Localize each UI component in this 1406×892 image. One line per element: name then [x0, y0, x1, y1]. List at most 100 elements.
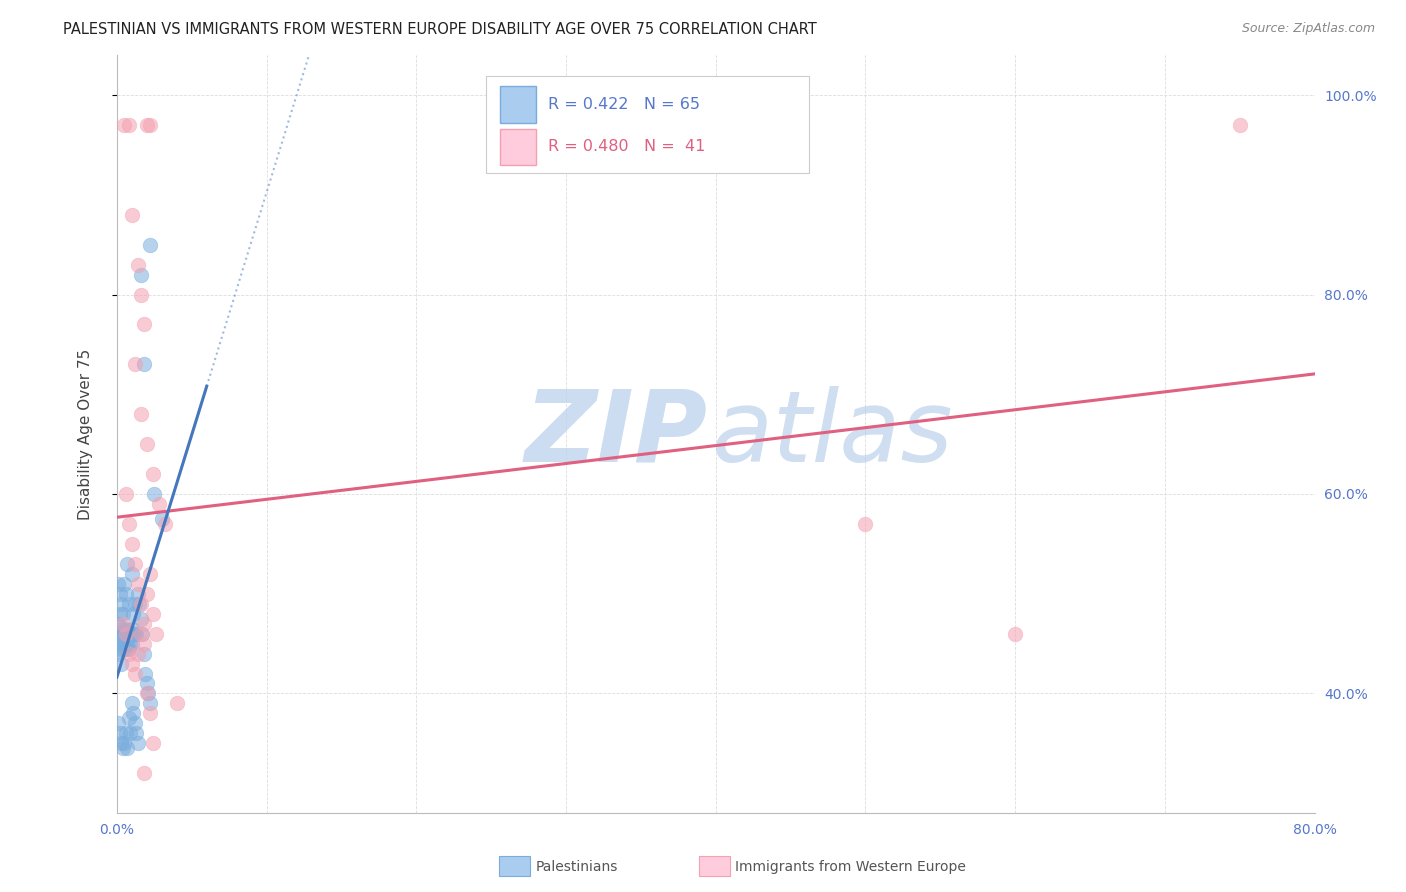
Point	[134, 666, 156, 681]
Point	[142, 736, 165, 750]
Point	[112, 622, 135, 636]
Point	[1004, 626, 1026, 640]
Point	[132, 647, 155, 661]
Point	[108, 641, 131, 656]
Point	[115, 641, 138, 656]
Point	[118, 711, 141, 725]
Point	[143, 487, 166, 501]
Text: R = 0.422   N = 65: R = 0.422 N = 65	[548, 97, 700, 112]
Point	[135, 437, 157, 451]
Point	[120, 637, 142, 651]
Point	[132, 616, 155, 631]
Point	[125, 726, 148, 740]
Point	[107, 647, 129, 661]
Point	[129, 612, 152, 626]
Text: atlas: atlas	[713, 385, 953, 483]
Point	[124, 626, 146, 640]
Point	[124, 666, 146, 681]
Point	[129, 407, 152, 421]
Y-axis label: Disability Age Over 75: Disability Age Over 75	[79, 349, 93, 520]
Point	[142, 467, 165, 481]
Point	[129, 597, 152, 611]
Text: PALESTINIAN VS IMMIGRANTS FROM WESTERN EUROPE DISABILITY AGE OVER 75 CORRELATION: PALESTINIAN VS IMMIGRANTS FROM WESTERN E…	[63, 22, 817, 37]
Point	[110, 597, 132, 611]
Point	[118, 641, 141, 656]
Point	[145, 626, 167, 640]
Point	[111, 741, 134, 756]
Point	[124, 716, 146, 731]
Point	[111, 616, 134, 631]
Point	[129, 287, 152, 301]
Point	[121, 622, 143, 636]
Point	[127, 736, 149, 750]
Point	[120, 726, 142, 740]
Point	[120, 626, 142, 640]
Point	[122, 607, 145, 621]
Point	[124, 557, 146, 571]
Point	[121, 537, 143, 551]
Text: ZIP: ZIP	[524, 385, 707, 483]
Point	[115, 726, 138, 740]
Point	[115, 587, 138, 601]
Point	[127, 576, 149, 591]
Text: R = 0.480   N =  41: R = 0.480 N = 41	[548, 139, 706, 154]
Point	[124, 597, 146, 611]
Point	[136, 686, 159, 700]
Text: Source: ZipAtlas.com: Source: ZipAtlas.com	[1241, 22, 1375, 36]
Point	[121, 657, 143, 671]
Point	[110, 657, 132, 671]
Point	[112, 736, 135, 750]
Point	[122, 626, 145, 640]
Point	[139, 706, 162, 721]
Point	[150, 512, 173, 526]
Point	[108, 626, 131, 640]
Point	[118, 516, 141, 531]
Point	[111, 641, 134, 656]
Point	[112, 576, 135, 591]
Point	[166, 697, 188, 711]
Point	[118, 647, 141, 661]
Point	[117, 741, 139, 756]
Point	[148, 497, 170, 511]
Point	[121, 566, 143, 581]
Point	[125, 626, 148, 640]
Point	[139, 697, 162, 711]
Point	[108, 607, 131, 621]
Point	[139, 237, 162, 252]
Point	[118, 118, 141, 132]
Point	[111, 607, 134, 621]
Point	[122, 706, 145, 721]
Point	[117, 622, 139, 636]
Point	[121, 208, 143, 222]
Point	[132, 766, 155, 780]
Point	[115, 487, 138, 501]
Point	[121, 637, 143, 651]
Point	[115, 626, 138, 640]
Point	[127, 258, 149, 272]
Point	[127, 647, 149, 661]
Point	[132, 357, 155, 371]
FancyBboxPatch shape	[486, 76, 810, 173]
Text: Immigrants from Western Europe: Immigrants from Western Europe	[735, 860, 966, 874]
Point	[108, 587, 131, 601]
Point	[121, 697, 143, 711]
Point	[110, 637, 132, 651]
Point	[110, 736, 132, 750]
Point	[107, 576, 129, 591]
Point	[112, 118, 135, 132]
Point	[139, 118, 162, 132]
Point	[132, 637, 155, 651]
Point	[112, 637, 135, 651]
Point	[117, 557, 139, 571]
Point	[135, 118, 157, 132]
Point	[127, 587, 149, 601]
Point	[128, 597, 150, 611]
Point	[111, 626, 134, 640]
Point	[142, 607, 165, 621]
Point	[107, 616, 129, 631]
Point	[107, 716, 129, 731]
Text: Palestinians: Palestinians	[536, 860, 619, 874]
Point	[110, 622, 132, 636]
Point	[131, 626, 153, 640]
Point	[107, 632, 129, 646]
